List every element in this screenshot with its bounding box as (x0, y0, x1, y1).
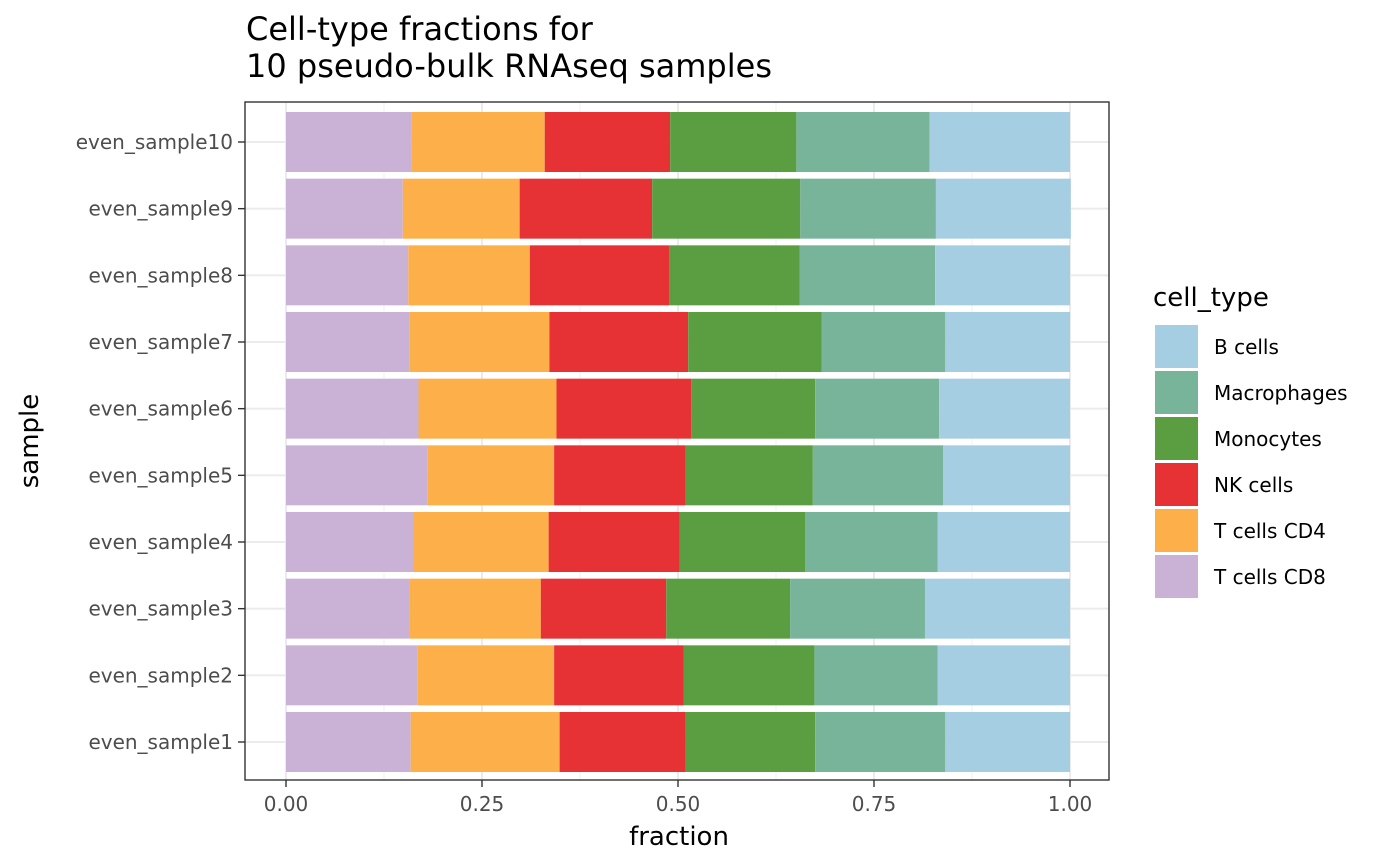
legend-swatch (1155, 463, 1198, 506)
bar-segment (286, 178, 403, 239)
bar-segment (556, 378, 692, 439)
bar-segment (549, 312, 689, 372)
bar-segment (286, 245, 409, 306)
legend-label: B cells (1214, 335, 1279, 359)
legend: cell_type B cells Macrophages Monocytes NK … (1153, 283, 1348, 598)
bar-segment (554, 645, 684, 706)
x-tick-label: 0.25 (460, 792, 505, 816)
bar-segment (937, 512, 1070, 572)
bar-segment (924, 578, 1070, 639)
bar-segment (559, 712, 686, 772)
bar-segment (815, 712, 946, 772)
bar-segment (286, 712, 411, 772)
bar-segment (418, 378, 557, 439)
legend-swatch (1155, 325, 1198, 368)
panel-border (244, 101, 1110, 781)
bar-segment (286, 112, 412, 172)
y-axis: even_sample1 even_sample2 even_sample3 even… (76, 130, 245, 754)
bar-segment (548, 512, 680, 572)
legend-swatch (1155, 371, 1198, 414)
bar-segment (685, 445, 813, 506)
bar-segment (554, 445, 686, 506)
y-tick-label: even_sample1 (88, 730, 233, 754)
bar-segment (529, 245, 670, 306)
bar-segment (409, 578, 541, 639)
legend-title: cell_type (1153, 283, 1269, 313)
x-tick-label: 0.75 (852, 792, 897, 816)
legend-label: T cells CD4 (1213, 519, 1326, 543)
y-tick-label: even_sample6 (88, 397, 233, 421)
bar-segment (939, 378, 1070, 439)
bar-segment (410, 712, 560, 772)
bar-segment (652, 178, 801, 239)
bar-segment (670, 112, 797, 172)
bar-segment (286, 645, 418, 706)
bar-segment (799, 245, 936, 306)
y-tick-label: even_sample9 (88, 197, 233, 221)
bar-segment (669, 245, 800, 306)
bar-segment (796, 112, 930, 172)
bar-segment (688, 312, 822, 372)
legend-label: T cells CD8 (1213, 565, 1326, 589)
bar-segment (935, 245, 1070, 306)
bar-segment (409, 312, 550, 372)
y-tick-label: even_sample7 (88, 330, 233, 354)
bar-segment (942, 445, 1070, 506)
bar-segment (540, 578, 667, 639)
bar-segment (814, 645, 938, 706)
bar-segment (945, 712, 1070, 772)
bar-segment (805, 512, 938, 572)
bar-segment (286, 378, 419, 439)
x-tick-label: 0.00 (264, 792, 309, 816)
bar-segment (821, 312, 946, 372)
bar-segment (815, 378, 940, 439)
bar-segment (800, 178, 936, 239)
bar-segment (519, 178, 653, 239)
bar-segment (679, 512, 806, 572)
bar-segment (666, 578, 791, 639)
bars-layer (244, 101, 1110, 781)
x-tick-label: 1.00 (1048, 792, 1093, 816)
legend-label: Monocytes (1214, 427, 1322, 451)
bar-segment (286, 312, 410, 372)
bar-segment (413, 512, 549, 572)
bar-segment (937, 645, 1070, 706)
legend-label: NK cells (1214, 473, 1293, 497)
bar-segment (812, 445, 943, 506)
legend-swatch (1155, 555, 1198, 598)
x-tick-label: 0.50 (656, 792, 701, 816)
bar-segment (427, 445, 555, 506)
y-tick-label: even_sample8 (88, 263, 233, 287)
bar-segment (691, 378, 816, 439)
bar-segment (402, 178, 520, 239)
legend-label: Macrophages (1214, 381, 1348, 405)
bar-segment (417, 645, 555, 706)
bar-segment (286, 445, 428, 506)
bar-segment (544, 112, 671, 172)
y-axis-title: sample (15, 394, 45, 489)
bar-segment (685, 712, 816, 772)
bar-segment (286, 512, 414, 572)
y-tick-label: even_sample5 (88, 463, 233, 487)
bar-segment (286, 578, 410, 639)
bar-segment (411, 112, 545, 172)
bar-segment (929, 112, 1070, 172)
bar-segment (408, 245, 530, 306)
x-axis: 0.00 0.25 0.50 0.75 1.00 (264, 780, 1093, 816)
legend-swatch (1155, 509, 1198, 552)
y-tick-label: even_sample2 (88, 663, 233, 687)
bar-segment (945, 312, 1070, 372)
legend-swatch (1155, 417, 1198, 460)
bar-segment (935, 178, 1071, 239)
bar-segment (683, 645, 815, 706)
chart-title: Cell-type fractions for 10 pseudo-bulk RN… (246, 10, 772, 85)
bar-segment (790, 578, 925, 639)
y-tick-label: even_sample4 (88, 530, 233, 554)
x-axis-title: fraction (629, 822, 729, 852)
y-tick-label: even_sample10 (76, 130, 233, 154)
y-tick-label: even_sample3 (88, 597, 233, 621)
